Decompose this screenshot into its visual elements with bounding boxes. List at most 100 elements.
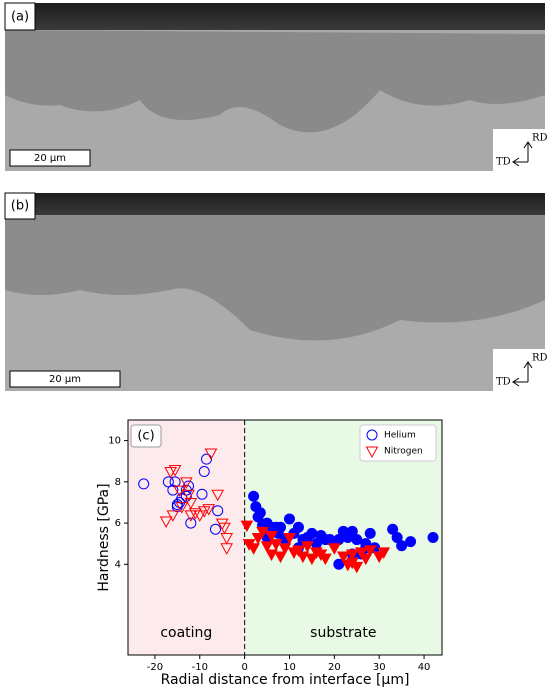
data-point bbox=[202, 504, 216, 516]
compass-arrows bbox=[512, 141, 533, 167]
data-point bbox=[201, 453, 212, 465]
scale-bar-box bbox=[9, 370, 121, 388]
legend-box bbox=[359, 424, 437, 462]
data-point bbox=[327, 543, 341, 555]
data-point bbox=[138, 478, 150, 490]
data-point bbox=[278, 543, 292, 555]
data-point bbox=[333, 558, 345, 570]
data-point bbox=[166, 510, 180, 522]
coating-region bbox=[128, 420, 245, 655]
data-point bbox=[265, 530, 278, 543]
rd-label: RD bbox=[532, 133, 548, 144]
data-point bbox=[377, 547, 391, 559]
data-point bbox=[306, 527, 318, 539]
data-point bbox=[211, 489, 225, 502]
data-point bbox=[182, 489, 195, 502]
td-label: TD bbox=[496, 377, 511, 388]
mount-area bbox=[5, 193, 545, 215]
data-point bbox=[185, 517, 197, 529]
td-label: TD bbox=[496, 157, 511, 168]
data-point bbox=[283, 513, 295, 525]
y-tick-label: 8 bbox=[115, 477, 121, 488]
data-point bbox=[188, 508, 202, 520]
data-point bbox=[305, 553, 319, 566]
legend-label: Nitrogen bbox=[384, 447, 423, 457]
data-point bbox=[391, 532, 403, 543]
data-point bbox=[345, 549, 359, 562]
data-point bbox=[184, 497, 198, 510]
data-point bbox=[240, 520, 254, 533]
label-box bbox=[4, 2, 36, 31]
x-tick-label: -20 bbox=[147, 662, 163, 673]
data-point bbox=[350, 561, 364, 574]
data-point bbox=[405, 536, 417, 548]
coating-area bbox=[5, 30, 545, 133]
data-point bbox=[212, 505, 224, 517]
data-point bbox=[396, 540, 408, 552]
data-point bbox=[169, 476, 181, 488]
data-point bbox=[346, 525, 358, 537]
hardness-chart: coating substrate-20 -10 0 10 20 30 4046810Radi… bbox=[96, 419, 443, 688]
data-point bbox=[354, 547, 368, 559]
data-point bbox=[209, 523, 221, 535]
y-tick-label: 4 bbox=[115, 559, 121, 570]
x-tick-label: -10 bbox=[192, 662, 208, 673]
data-point bbox=[363, 545, 377, 557]
compass-arrows bbox=[512, 361, 533, 387]
micrograph-a: (a) 20 µm RD TD bbox=[4, 2, 548, 171]
data-point bbox=[283, 533, 296, 545]
x-tick-label: 40 bbox=[418, 662, 431, 673]
data-point bbox=[173, 485, 186, 498]
scale-bar-box bbox=[9, 149, 91, 167]
data-point bbox=[175, 502, 189, 514]
data-point bbox=[196, 488, 208, 500]
legend-label: Helium bbox=[384, 431, 416, 441]
data-point bbox=[292, 545, 305, 557]
data-point bbox=[265, 549, 278, 562]
data-point bbox=[274, 551, 287, 564]
data-point bbox=[254, 507, 266, 519]
data-point bbox=[260, 541, 274, 553]
legend-marker bbox=[366, 429, 378, 441]
data-point bbox=[179, 477, 193, 489]
y-axis-label: Hardness [GPa] bbox=[96, 483, 112, 591]
data-point bbox=[247, 543, 260, 555]
scale-bar-label: 20 µm bbox=[49, 374, 81, 385]
data-point bbox=[168, 464, 182, 477]
micrograph-b: (b) 20 µm RD TD bbox=[4, 192, 548, 391]
coating-area bbox=[5, 212, 545, 341]
compass-box bbox=[493, 349, 545, 391]
rd-label: RD bbox=[532, 353, 548, 364]
scale-bar-label: 20 µm bbox=[34, 153, 66, 164]
mount-area bbox=[5, 3, 545, 30]
region-label: coating bbox=[160, 625, 212, 641]
data-point bbox=[364, 527, 376, 539]
panel-label-box bbox=[130, 424, 162, 448]
data-point bbox=[251, 533, 265, 545]
data-point bbox=[171, 499, 183, 511]
data-point bbox=[220, 533, 234, 545]
x-tick-label: 10 bbox=[283, 662, 296, 673]
data-point bbox=[220, 543, 234, 555]
data-point bbox=[248, 490, 260, 502]
data-point bbox=[218, 522, 231, 535]
panel-label: (c) bbox=[137, 429, 154, 444]
data-point bbox=[167, 484, 179, 496]
data-point bbox=[301, 541, 314, 553]
data-point bbox=[275, 521, 287, 533]
panel-label: (b) bbox=[11, 199, 29, 214]
x-tick-label: 30 bbox=[373, 662, 386, 673]
legend-marker bbox=[365, 446, 379, 459]
region-label: substrate bbox=[310, 625, 376, 641]
data-point bbox=[193, 510, 207, 522]
data-point bbox=[198, 466, 210, 478]
y-tick-label: 6 bbox=[115, 518, 121, 529]
data-point bbox=[319, 553, 332, 566]
data-point bbox=[351, 534, 363, 546]
data-point bbox=[159, 516, 173, 529]
y-tick-label: 10 bbox=[108, 436, 121, 447]
data-point bbox=[256, 526, 269, 539]
data-point bbox=[269, 539, 283, 551]
panel-label: (a) bbox=[11, 10, 29, 25]
